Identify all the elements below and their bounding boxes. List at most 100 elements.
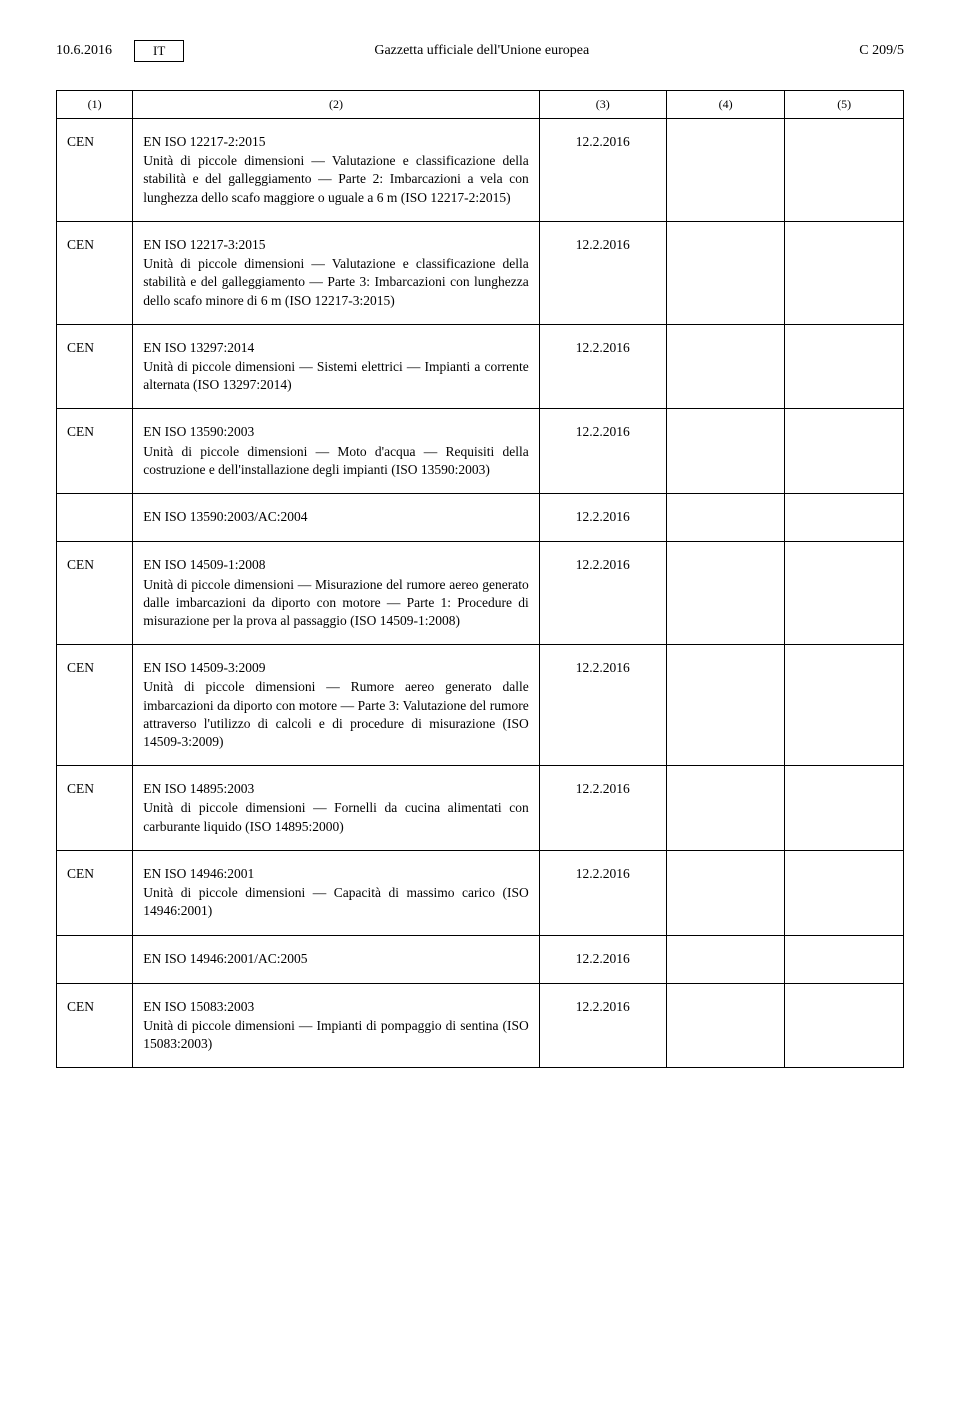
- col-header-4: (4): [666, 91, 785, 119]
- standard-title: EN ISO 12217-2:2015: [143, 133, 529, 151]
- cell-standard: EN ISO 13590:2003/AC:2004: [133, 494, 540, 542]
- table-row: CENEN ISO 12217-2:2015Unità di piccole d…: [57, 119, 904, 221]
- cell-org: CEN: [57, 409, 133, 493]
- standard-title: EN ISO 15083:2003: [143, 998, 529, 1016]
- cell-col5: [785, 542, 904, 644]
- cell-standard: EN ISO 12217-3:2015Unità di piccole dime…: [133, 221, 540, 323]
- standard-description: Unità di piccole dimensioni — Valutazion…: [143, 152, 529, 207]
- standard-description: Unità di piccole dimensioni — Sistemi el…: [143, 358, 529, 394]
- cell-date: 12.2.2016: [539, 494, 666, 542]
- table-row: CENEN ISO 14946:2001Unità di piccole dim…: [57, 850, 904, 934]
- standard-description: Unità di piccole dimensioni — Misurazion…: [143, 576, 529, 631]
- cell-col4: [666, 935, 785, 983]
- cell-standard: EN ISO 14895:2003Unità di piccole dimens…: [133, 766, 540, 850]
- cell-col4: [666, 221, 785, 323]
- separator-cell: [57, 1067, 133, 1068]
- cell-col4: [666, 324, 785, 408]
- col-header-2: (2): [133, 91, 540, 119]
- table-row: CEN EN ISO 14509-1:2008 Unità di piccole d…: [57, 542, 904, 644]
- col-header-1: (1): [57, 91, 133, 119]
- cell-col4: [666, 850, 785, 934]
- cell-standard: EN ISO 12217-2:2015Unità di piccole dime…: [133, 119, 540, 221]
- cell-col5: [785, 324, 904, 408]
- col-header-3: (3): [539, 91, 666, 119]
- col-header-5: (5): [785, 91, 904, 119]
- standard-description: Unità di piccole dimensioni — Fornelli d…: [143, 799, 529, 835]
- separator-cell: [666, 1067, 785, 1068]
- cell-org: CEN: [57, 221, 133, 323]
- cell-col4: [666, 494, 785, 542]
- cell-col5: [785, 409, 904, 493]
- cell-col5: [785, 494, 904, 542]
- table-row: EN ISO 14946:2001/AC:2005 12.2.2016: [57, 935, 904, 983]
- cell-org: CEN: [57, 983, 133, 1067]
- standard-description: Unità di piccole dimensioni — Capacità d…: [143, 884, 529, 920]
- cell-date: 12.2.2016: [539, 324, 666, 408]
- table-row: CENEN ISO 15083:2003Unità di piccole dim…: [57, 983, 904, 1067]
- table-row: CEN EN ISO 13590:2003 Unità di piccole dim…: [57, 409, 904, 493]
- table-row: CENEN ISO 14895:2003Unità di piccole dim…: [57, 766, 904, 850]
- separator-row: [57, 1067, 904, 1068]
- standard-title: EN ISO 12217-3:2015: [143, 236, 529, 254]
- cell-col4: [666, 409, 785, 493]
- cell-org: [57, 494, 133, 542]
- standard-description: Unità di piccole dimensioni — Moto d'acq…: [143, 443, 529, 479]
- header-page-number: C 209/5: [859, 43, 904, 59]
- page: 10.6.2016 IT Gazzetta ufficiale dell'Uni…: [0, 0, 960, 1124]
- standard-title: EN ISO 13297:2014: [143, 339, 529, 357]
- standard-title: EN ISO 14946:2001: [143, 865, 529, 883]
- cell-standard: EN ISO 14946:2001Unità di piccole dimens…: [133, 850, 540, 934]
- table-row: EN ISO 13590:2003/AC:2004 12.2.2016: [57, 494, 904, 542]
- cell-org: CEN: [57, 645, 133, 766]
- cell-col5: [785, 850, 904, 934]
- cell-col5: [785, 935, 904, 983]
- cell-org: CEN: [57, 119, 133, 221]
- standard-title: EN ISO 14946:2001/AC:2005: [143, 950, 529, 968]
- cell-date: 12.2.2016: [539, 645, 666, 766]
- standard-description: Unità di piccole dimensioni — Rumore aer…: [143, 678, 529, 751]
- standard-title: EN ISO 14895:2003: [143, 780, 529, 798]
- separator-cell: [785, 1067, 904, 1068]
- table-row: CENEN ISO 13297:2014Unità di piccole dim…: [57, 324, 904, 408]
- standard-description: Unità di piccole dimensioni — Valutazion…: [143, 255, 529, 310]
- cell-org: CEN: [57, 324, 133, 408]
- page-header: 10.6.2016 IT Gazzetta ufficiale dell'Uni…: [56, 40, 904, 62]
- cell-date: 12.2.2016: [539, 221, 666, 323]
- cell-date: 12.2.2016: [539, 983, 666, 1067]
- standard-title: EN ISO 13590:2003: [143, 423, 529, 441]
- cell-col4: [666, 542, 785, 644]
- standard-title: EN ISO 13590:2003/AC:2004: [143, 508, 529, 526]
- cell-date: 12.2.2016: [539, 409, 666, 493]
- cell-col4: [666, 766, 785, 850]
- cell-col5: [785, 221, 904, 323]
- cell-standard: EN ISO 15083:2003Unità di piccole dimens…: [133, 983, 540, 1067]
- cell-date: 12.2.2016: [539, 766, 666, 850]
- table-row: CEN EN ISO 14509-3:2009Unità di piccole d…: [57, 645, 904, 766]
- standard-title: EN ISO 14509-1:2008: [143, 556, 529, 574]
- cell-col4: [666, 645, 785, 766]
- table-header-row: (1) (2) (3) (4) (5): [57, 91, 904, 119]
- cell-date: 12.2.2016: [539, 935, 666, 983]
- cell-col5: [785, 766, 904, 850]
- cell-standard: EN ISO 14946:2001/AC:2005: [133, 935, 540, 983]
- cell-standard: EN ISO 13297:2014Unità di piccole dimens…: [133, 324, 540, 408]
- cell-date: 12.2.2016: [539, 542, 666, 644]
- header-journal-title: Gazzetta ufficiale dell'Unione europea: [104, 43, 859, 59]
- cell-standard: EN ISO 14509-1:2008 Unità di piccole dime…: [133, 542, 540, 644]
- standard-description: Unità di piccole dimensioni — Impianti d…: [143, 1017, 529, 1053]
- cell-standard: EN ISO 13590:2003 Unità di piccole dimens…: [133, 409, 540, 493]
- cell-col5: [785, 645, 904, 766]
- cell-org: CEN: [57, 766, 133, 850]
- cell-date: 12.2.2016: [539, 119, 666, 221]
- cell-col5: [785, 119, 904, 221]
- cell-org: [57, 935, 133, 983]
- cell-col5: [785, 983, 904, 1067]
- table-row: CENEN ISO 12217-3:2015Unità di piccole d…: [57, 221, 904, 323]
- cell-org: CEN: [57, 542, 133, 644]
- standard-title: EN ISO 14509-3:2009: [143, 659, 529, 677]
- cell-col4: [666, 119, 785, 221]
- cell-org: CEN: [57, 850, 133, 934]
- separator-cell: [539, 1067, 666, 1068]
- standards-table: (1) (2) (3) (4) (5) CENEN ISO 12217-2:20…: [56, 90, 904, 1068]
- cell-date: 12.2.2016: [539, 850, 666, 934]
